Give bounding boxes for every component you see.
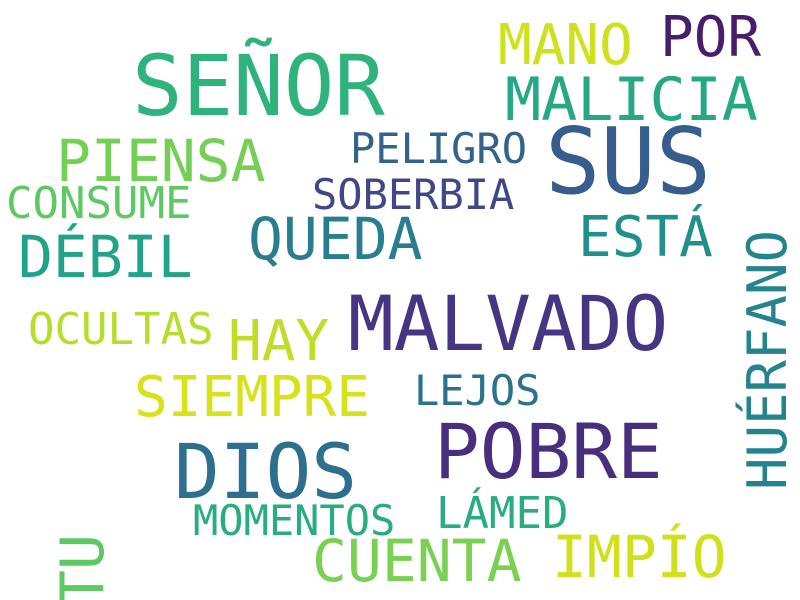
word-malvado: MALVADO: [348, 279, 669, 368]
word-hay: HAY: [228, 309, 330, 374]
word-siempre: SIEMPRE: [134, 365, 371, 430]
word-mano: MANO: [498, 13, 633, 78]
word-senor: SEÑOR: [132, 37, 385, 135]
word-momentos: MOMENTOS: [193, 496, 396, 545]
word-soberbia: SOBERBIA: [312, 170, 515, 219]
word-peligro: PELIGRO: [350, 124, 528, 173]
word-pobre: POBRE: [434, 407, 663, 496]
word-impio: IMPÍO: [552, 523, 727, 591]
word-esta: ESTÁ: [578, 205, 713, 270]
word-sus: SUS: [545, 108, 712, 215]
word-cuenta: CUENTA: [312, 527, 522, 595]
word-por: POR: [660, 5, 762, 70]
word-debil: DÉBIL: [18, 223, 193, 291]
word-tu: TU: [48, 533, 119, 600]
word-huerfano: HUÉRFANO: [736, 229, 800, 491]
word-piensa: PIENSA: [56, 127, 266, 195]
word-dios: DIOS: [174, 427, 358, 516]
word-lamed: LÁMED: [436, 488, 569, 539]
word-lejos: LEJOS: [414, 366, 541, 415]
word-malicia: MALICIA: [505, 65, 758, 135]
word-consume: CONSUME: [6, 178, 192, 229]
word-queda: QUEDA: [248, 205, 423, 273]
word-ocultas: OCULTAS: [28, 304, 214, 355]
